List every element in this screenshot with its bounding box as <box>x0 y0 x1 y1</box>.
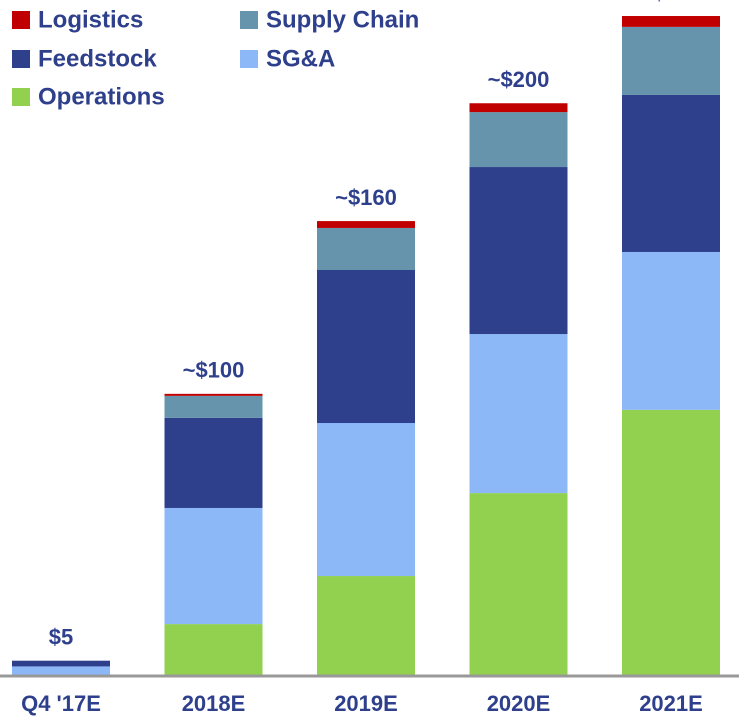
x-tick-label: 2019E <box>334 691 398 716</box>
bar-segment <box>317 227 415 270</box>
bar-segment <box>317 270 415 424</box>
legend-swatch <box>12 11 30 29</box>
legend-label: Logistics <box>38 6 143 33</box>
bar-segment <box>622 16 720 27</box>
legend-swatch <box>240 50 258 68</box>
bar-segment <box>164 393 263 396</box>
legend-label: Feedstock <box>38 45 157 72</box>
x-tick-label: 2020E <box>487 691 551 716</box>
bar-segment <box>164 395 263 418</box>
total-label: ~$100 <box>183 358 245 383</box>
total-label: $5 <box>49 625 73 650</box>
bar-segment <box>317 423 415 577</box>
bar-segment <box>622 26 720 95</box>
x-tick-label: Q4 '17E <box>21 691 101 716</box>
legend-label: Supply Chain <box>266 6 419 33</box>
x-tick-label: 2021E <box>639 691 703 716</box>
x-tick-label: 2018E <box>182 691 246 716</box>
bar-segment <box>469 334 568 494</box>
bar-segment <box>469 493 568 675</box>
bar-segment <box>317 576 415 675</box>
legend-label: Operations <box>38 83 165 110</box>
bar-segment <box>469 112 568 168</box>
bar-segment <box>164 507 263 625</box>
legend-swatch <box>12 88 30 106</box>
legend-label: SG&A <box>266 45 335 72</box>
bar-segment <box>469 167 568 335</box>
bar-segment <box>164 624 263 675</box>
bar-segment <box>12 660 110 667</box>
bar-segment <box>622 251 720 410</box>
bar-segment <box>469 103 568 113</box>
legend-swatch <box>12 50 30 68</box>
bar-segment <box>622 94 720 252</box>
bar-segment <box>164 417 263 508</box>
total-label: ~$200 <box>488 67 550 92</box>
bar-segment <box>12 666 110 675</box>
bar-segment <box>317 221 415 228</box>
total-label: ~$160 <box>335 185 397 210</box>
legend-swatch <box>240 11 258 29</box>
total-label: ~$230 <box>640 0 702 5</box>
bar-segment <box>622 409 720 675</box>
